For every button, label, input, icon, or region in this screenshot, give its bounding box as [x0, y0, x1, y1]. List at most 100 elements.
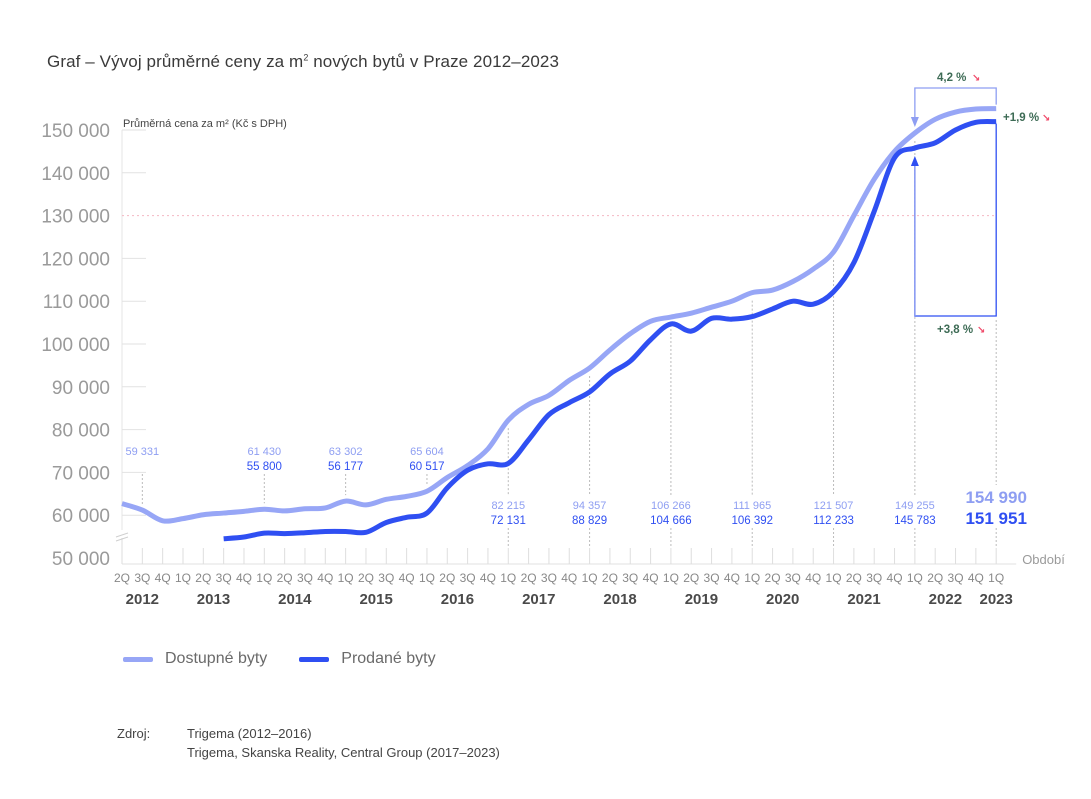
legend-item-available: Dostupné byty [123, 650, 267, 668]
annotation-available-value: 94 357 [573, 500, 607, 512]
annotation-available-value: 121 507 [814, 500, 854, 512]
x-tick-label: 3Q [378, 571, 394, 585]
source-line: Trigema (2012–2016) [187, 726, 312, 741]
change-label-gap: +1,9 % [1003, 112, 1039, 124]
arrow-down-icon [910, 116, 919, 127]
annotation-sold-value: 145 783 [894, 515, 936, 527]
x-tick-label: 3Q [297, 571, 313, 585]
change-bracket-available [914, 87, 997, 121]
annotation-available-value: 82 215 [491, 500, 525, 512]
legend-label-available: Dostupné byty [165, 650, 268, 667]
x-tick-label: 1Q [582, 571, 598, 585]
x-tick-label: 2Q [358, 571, 374, 585]
x-tick-label: 1Q [256, 571, 272, 585]
annotation-sold-value: 106 392 [731, 515, 773, 527]
x-tick-label: 2Q [277, 571, 293, 585]
trend-down-arrow-icon: ↘ [977, 325, 985, 336]
x-tick-label: 2Q [439, 571, 455, 585]
year-label: 2015 [359, 591, 392, 608]
y-tick-label: 150 000 [41, 121, 110, 142]
annotation-available-value: 59 331 [126, 446, 160, 458]
annotation-available-value: 63 302 [329, 446, 363, 458]
x-tick-label: 1Q [175, 571, 191, 585]
annotation-sold-value: 72 131 [491, 515, 526, 527]
x-tick-label: 3Q [948, 571, 964, 585]
source-lines: Trigema (2012–2016) Trigema, Skanska Rea… [187, 724, 500, 762]
annotation-sold-value-latest: 151 951 [965, 509, 1026, 528]
x-tick-label: 2Q [195, 571, 211, 585]
annotation-available-value: 111 965 [733, 500, 771, 512]
y-tick-label: 110 000 [43, 292, 110, 313]
x-tick-label: 1Q [663, 571, 679, 585]
y-tick-label: 60 000 [52, 506, 110, 527]
x-tick-label: 4Q [561, 571, 577, 585]
x-tick-label: 4Q [480, 571, 496, 585]
annotation-available-value-latest: 154 990 [965, 488, 1026, 507]
y-tick-label: 90 000 [52, 378, 110, 399]
chart-legend: Dostupné byty Prodané byty [123, 650, 468, 668]
year-label: 2023 [980, 591, 1013, 608]
y-tick-label: 80 000 [52, 421, 110, 442]
year-label: 2022 [929, 591, 962, 608]
year-label: 2012 [126, 591, 159, 608]
y-tick-label: 140 000 [41, 164, 110, 185]
x-tick-label: 3Q [460, 571, 476, 585]
x-tick-label: 3Q [704, 571, 720, 585]
x-tick-label: 3Q [622, 571, 638, 585]
x-tick-label: 1Q [744, 571, 760, 585]
x-tick-label: 1Q [500, 571, 516, 585]
line-chart: 50 000 60 000 70 000 80 000 90 000 100 000 110… [41, 72, 1065, 608]
legend-label-sold: Prodané byty [341, 650, 436, 667]
x-tick-label: 4Q [317, 571, 333, 585]
x-tick-label: 3Q [216, 571, 232, 585]
change-label-available: 4,2 % [937, 72, 966, 84]
title-text-suffix: nových bytů v Praze 2012–2023 [308, 52, 560, 71]
title-superscript: 2 [303, 52, 309, 63]
x-tick-label: 4Q [236, 571, 252, 585]
year-label: 2021 [847, 591, 880, 608]
annotation-sold-value: 104 666 [650, 515, 692, 527]
source-line: Trigema, Skanska Reality, Central Group … [187, 745, 500, 760]
legend-item-sold: Prodané byty [299, 650, 436, 668]
x-tick-label: 4Q [805, 571, 821, 585]
series-line-sold [223, 118, 997, 542]
x-tick-label: 3Q [541, 571, 557, 585]
x-tick-label: 3Q [866, 571, 882, 585]
y-tick-label: 130 000 [41, 207, 110, 228]
y-tick-label: 100 000 [41, 335, 110, 356]
x-axis-label: Období [1022, 552, 1065, 567]
annotation-available-value: 61 430 [247, 446, 281, 458]
y-axis-label: Průměrná cena za m² (Kč s DPH) [123, 118, 287, 130]
year-label: 2018 [603, 591, 636, 608]
annotation-available-value: 65 604 [410, 446, 444, 458]
annotation-sold-value: 112 233 [813, 515, 854, 527]
x-tick-label: 4Q [643, 571, 659, 585]
year-label: 2019 [685, 591, 718, 608]
x-tick-label: 4Q [887, 571, 903, 585]
x-tick-label: 2Q [765, 571, 781, 585]
y-tick-label: 120 000 [41, 249, 110, 270]
x-tick-label: 2Q [683, 571, 699, 585]
x-tick-label: 2Q [114, 571, 130, 585]
change-bracket-sold [914, 123, 997, 317]
axis-break-mark [115, 536, 129, 542]
arrow-up-icon [910, 155, 919, 166]
annotation-sold-value: 56 177 [328, 461, 363, 473]
x-tick-label: 1Q [419, 571, 435, 585]
chart-title: Graf – Vývoj průměrné ceny za m2 nových … [47, 52, 559, 72]
annotation-sold-value: 55 800 [247, 461, 282, 473]
annotation-available-value: 149 255 [895, 500, 935, 512]
year-label: 2017 [522, 591, 555, 608]
x-tick-label: 2Q [602, 571, 618, 585]
x-tick-label: 3Q [785, 571, 801, 585]
x-tick-label: 2Q [521, 571, 537, 585]
annotation-sold-value: 60 517 [409, 461, 444, 473]
year-label: 2020 [766, 591, 799, 608]
legend-swatch-available [123, 656, 153, 662]
trend-down-arrow-icon: ↘ [972, 73, 980, 84]
source-label: Zdroj: [117, 726, 151, 741]
year-label: 2016 [441, 591, 474, 608]
legend-swatch-sold [299, 656, 330, 662]
annotation-sold-value: 88 829 [572, 515, 607, 527]
series-line-available [121, 106, 997, 524]
